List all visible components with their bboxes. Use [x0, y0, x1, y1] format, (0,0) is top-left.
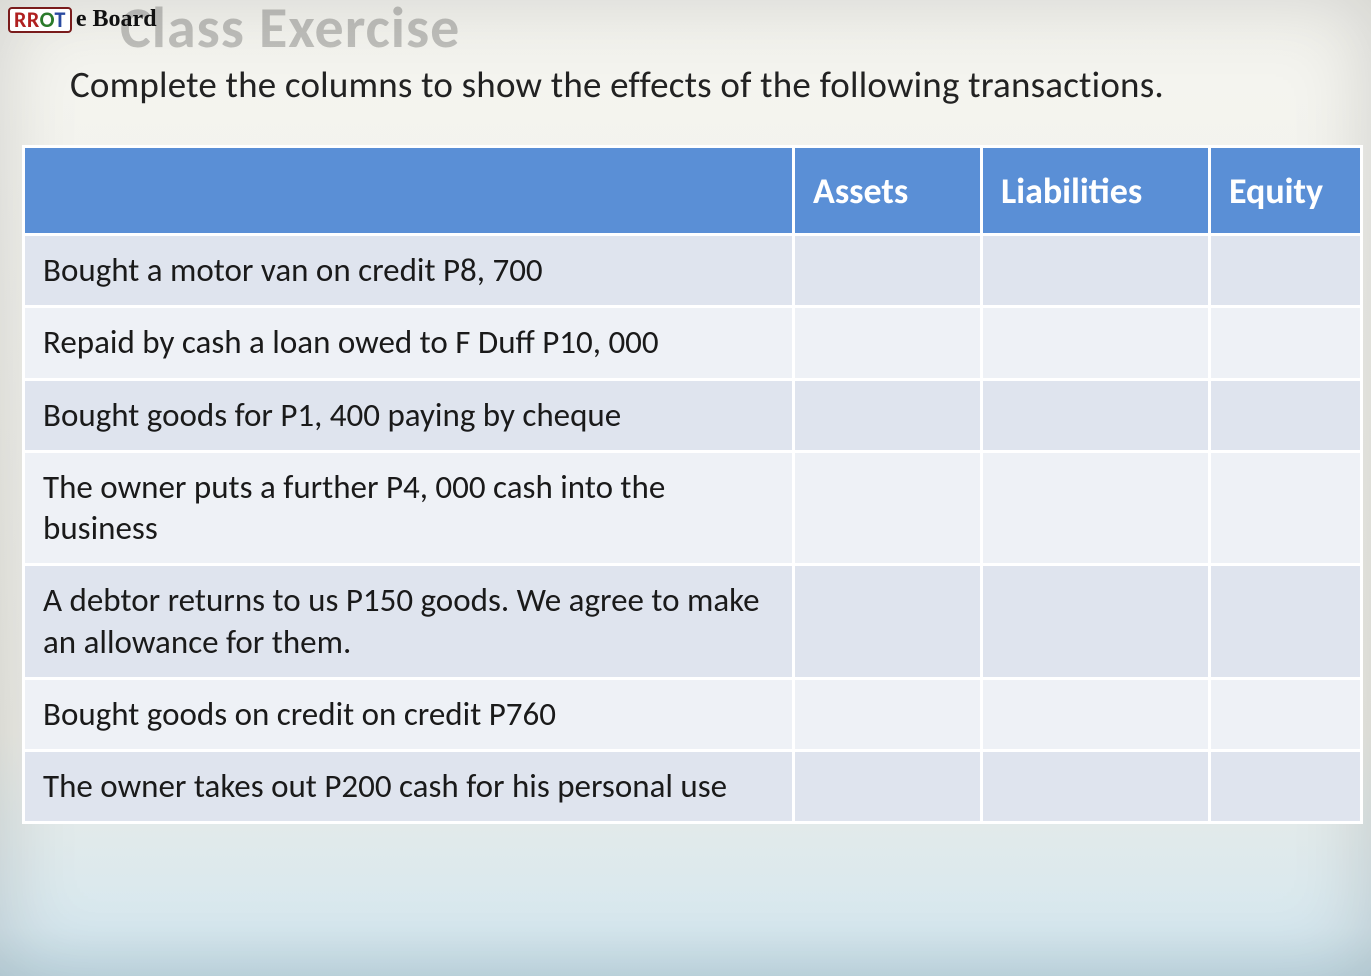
screen: RROT e Board Class Exercise Complete the…	[0, 0, 1371, 976]
table-header-row: Assets Liabilities Equity	[24, 147, 1362, 235]
cell-desc: The owner puts a further P4, 000 cash in…	[24, 451, 794, 565]
table-body: Bought a motor van on credit P8, 700 Rep…	[24, 235, 1362, 823]
cell-equity	[1210, 235, 1362, 307]
slide: RROT e Board Class Exercise Complete the…	[0, 0, 1371, 976]
cell-assets	[794, 751, 982, 823]
instruction-text: Complete the columns to show the effects…	[70, 62, 1341, 107]
table-row: Bought goods for P1, 400 paying by chequ…	[24, 379, 1362, 451]
table-row: Repaid by cash a loan owed to F Duff P10…	[24, 307, 1362, 379]
device-badge: RROT e Board	[8, 6, 157, 33]
cell-liabilities	[982, 379, 1210, 451]
col-header-liabilities: Liabilities	[982, 147, 1210, 235]
cell-liabilities	[982, 307, 1210, 379]
cell-equity	[1210, 751, 1362, 823]
cell-assets	[794, 379, 982, 451]
col-header-desc	[24, 147, 794, 235]
transactions-table: Assets Liabilities Equity Bought a motor…	[22, 145, 1363, 824]
table-row: Bought goods on credit on credit P760	[24, 678, 1362, 750]
cell-equity	[1210, 451, 1362, 565]
cell-desc: Bought goods for P1, 400 paying by chequ…	[24, 379, 794, 451]
table-row: The owner takes out P200 cash for his pe…	[24, 751, 1362, 823]
ghost-title: Class Exercise	[120, 0, 460, 63]
cell-desc: Bought a motor van on credit P8, 700	[24, 235, 794, 307]
cell-assets	[794, 451, 982, 565]
cell-liabilities	[982, 678, 1210, 750]
col-header-equity: Equity	[1210, 147, 1362, 235]
cell-assets	[794, 235, 982, 307]
cell-liabilities	[982, 235, 1210, 307]
col-header-assets: Assets	[794, 147, 982, 235]
cell-desc: Repaid by cash a loan owed to F Duff P10…	[24, 307, 794, 379]
cell-liabilities	[982, 565, 1210, 679]
cell-equity	[1210, 379, 1362, 451]
cell-equity	[1210, 678, 1362, 750]
cell-equity	[1210, 565, 1362, 679]
cell-assets	[794, 678, 982, 750]
cell-liabilities	[982, 751, 1210, 823]
table-row: A debtor returns to us P150 goods. We ag…	[24, 565, 1362, 679]
cell-liabilities	[982, 451, 1210, 565]
device-badge-script: e Board	[76, 6, 157, 33]
cell-desc: Bought goods on credit on credit P760	[24, 678, 794, 750]
cell-assets	[794, 565, 982, 679]
cell-desc: The owner takes out P200 cash for his pe…	[24, 751, 794, 823]
cell-assets	[794, 307, 982, 379]
device-badge-logo: RROT	[8, 7, 72, 33]
cell-equity	[1210, 307, 1362, 379]
cell-desc: A debtor returns to us P150 goods. We ag…	[24, 565, 794, 679]
table-row: Bought a motor van on credit P8, 700	[24, 235, 1362, 307]
table-row: The owner puts a further P4, 000 cash in…	[24, 451, 1362, 565]
